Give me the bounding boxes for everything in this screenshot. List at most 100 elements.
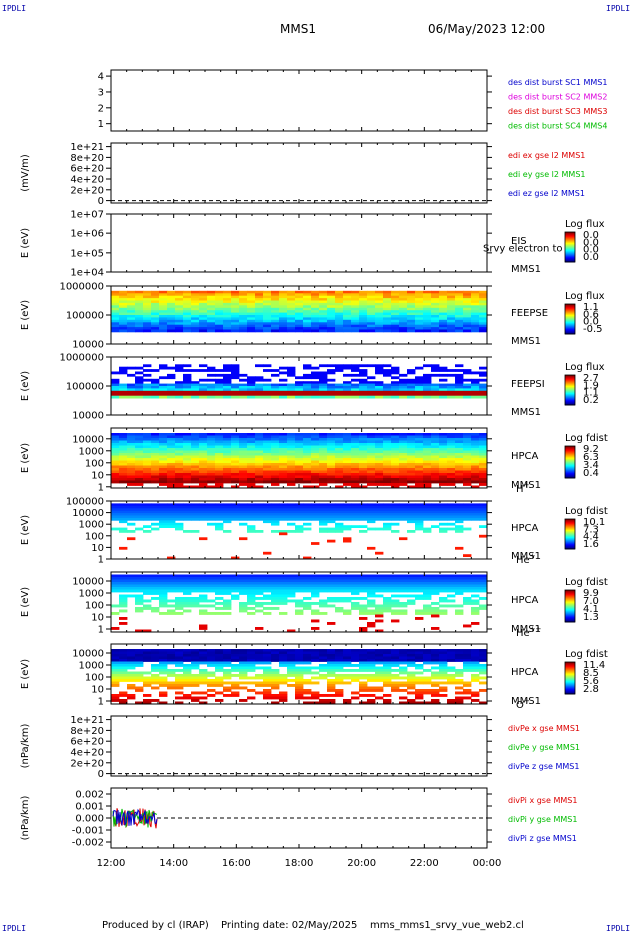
spectrogram-cell-p9 xyxy=(247,696,256,700)
spectrogram-cell-p5 xyxy=(263,364,272,368)
spectrogram-cell-p7 xyxy=(415,508,424,512)
spectrogram-cell-p9 xyxy=(207,661,216,665)
spectrogram-cell-p5 xyxy=(231,371,240,375)
spectrogram-cell-p4 xyxy=(479,305,488,309)
spectrogram-cell-p8 xyxy=(151,592,160,595)
spectrogram-cell-p7 xyxy=(327,539,336,543)
spectrogram-cell-p8 xyxy=(231,584,240,588)
spectrogram-cell-p4 xyxy=(175,310,184,313)
spectrogram-cell-p5 xyxy=(295,383,304,387)
spectrogram-cell-p6 xyxy=(215,433,224,436)
spectrogram-cell-p6 xyxy=(303,478,312,481)
spectrogram-cell-p9 xyxy=(311,656,320,660)
spectrogram-cell-p9 xyxy=(271,696,280,700)
spectrogram-cell-p6 xyxy=(319,465,328,469)
spectrogram-cell-p4 xyxy=(199,322,208,326)
spectrogram-cell-p6 xyxy=(191,448,200,451)
spectrogram-cell-p7 xyxy=(391,510,400,514)
spectrogram-cell-p4 xyxy=(191,307,200,311)
spectrogram-cell-p6 xyxy=(175,465,184,469)
spectrogram-cell-p4 xyxy=(191,315,200,318)
spectrogram-cell-p5 xyxy=(367,381,376,384)
spectrogram-cell-p9 xyxy=(295,686,304,690)
spectrogram-cell-p9 xyxy=(167,671,176,675)
colorbar-cell xyxy=(565,669,575,672)
spectrogram-cell-p6 xyxy=(463,468,472,471)
spectrogram-cell-p4 xyxy=(199,290,208,294)
spectrogram-cell-p5 xyxy=(143,390,152,394)
spectrogram-cell-p6 xyxy=(199,458,208,461)
spectrogram-cell-p8 xyxy=(199,604,208,608)
spectrogram-cell-p8 xyxy=(263,607,272,610)
spectrogram-cell-p4 xyxy=(399,293,408,297)
spectrogram-cell-p5 xyxy=(359,371,368,375)
spectrogram-cell-p5 xyxy=(431,366,440,370)
page-datetime: 06/May/2023 12:00 xyxy=(428,22,546,36)
colorbar-cell xyxy=(565,376,575,378)
spectrogram-cell-p9 xyxy=(143,676,152,680)
spectrogram-cell-p6 xyxy=(263,450,272,454)
colorbar-cell xyxy=(565,330,575,332)
spectrogram-cell-p6 xyxy=(231,480,240,484)
spectrogram-cell-p8 xyxy=(151,584,160,588)
spectrogram-cell-p6 xyxy=(439,450,448,454)
spectrogram-cell-p9 xyxy=(263,651,272,655)
spectrogram-cell-p5 xyxy=(383,364,392,368)
spectrogram-cell-p7 xyxy=(415,505,424,509)
spectrogram-cell-p9 xyxy=(279,691,288,695)
colorbar-cell xyxy=(565,691,575,694)
spectrogram-cell-p6 xyxy=(359,475,368,479)
legend-entry: divPe z gse MMS1 xyxy=(508,762,579,771)
spectrogram-cell-p4 xyxy=(279,324,288,328)
spectrogram-cell-p4 xyxy=(127,305,136,309)
spectrogram-cell-p7 xyxy=(255,515,264,519)
spectrogram-cell-p6 xyxy=(223,460,232,464)
spectrogram-cell-p7 xyxy=(319,522,328,526)
spectrogram-cell-p6 xyxy=(319,458,328,461)
spectrogram-cell-p4 xyxy=(359,317,368,321)
spectrogram-cell-p9 xyxy=(151,659,160,662)
spectrogram-cell-p9 xyxy=(367,699,376,702)
colorbar-cell xyxy=(565,598,575,601)
spectrogram-cell-p7 xyxy=(159,520,168,524)
spectrogram-cell-p5 xyxy=(271,383,280,387)
spectrogram-cell-p8 xyxy=(199,609,208,613)
spectrogram-cell-p7 xyxy=(479,513,488,516)
spectrogram-cell-p9 xyxy=(463,654,472,657)
spectrogram-cell-p6 xyxy=(351,438,360,441)
colorbar-cell xyxy=(565,472,575,475)
spectrogram-cell-p6 xyxy=(271,458,280,461)
spectrogram-cell-p6 xyxy=(335,463,344,466)
colorbar-cell xyxy=(565,260,575,262)
spectrogram-cell-p4 xyxy=(327,298,336,301)
spectrogram-cell-p4 xyxy=(159,317,168,321)
colorbar-cell xyxy=(565,525,575,527)
spectrogram-cell-p4 xyxy=(167,315,176,318)
spectrogram-cell-p6 xyxy=(255,448,264,451)
colorbar-cell xyxy=(565,381,575,383)
spectrogram-cell-p6 xyxy=(215,455,224,459)
spectrogram-cell-p4 xyxy=(327,293,336,297)
spectrogram-cell-p4 xyxy=(447,305,456,309)
spectrogram-cell-p6 xyxy=(295,460,304,464)
spectrogram-cell-p5 xyxy=(423,383,432,387)
colorbar-cell xyxy=(565,603,575,606)
spectrogram-cell-p4 xyxy=(151,312,160,316)
spectrogram-cell-p4 xyxy=(327,300,336,304)
spectrogram-cell-p5 xyxy=(183,378,192,382)
spectrogram-cell-p6 xyxy=(463,438,472,441)
spectrogram-cell-p8 xyxy=(303,582,312,585)
spectrogram-cell-p8 xyxy=(247,584,256,588)
spectrogram-cell-p4 xyxy=(183,317,192,321)
colorbar-cell xyxy=(565,616,575,619)
spectrogram-cell-p5 xyxy=(343,390,352,394)
spectrogram-cell-p9 xyxy=(295,651,304,655)
spectrogram-cell-p8 xyxy=(287,594,296,598)
spectrogram-cell-p6 xyxy=(279,480,288,484)
spectrogram-cell-p6 xyxy=(447,435,456,439)
spectrogram-cell-p9 xyxy=(175,661,184,665)
spectrogram-cell-p7 xyxy=(191,510,200,514)
spectrogram-cell-p5 xyxy=(215,383,224,387)
spectrogram-cell-p4 xyxy=(279,300,288,304)
spectrogram-cell-p6 xyxy=(367,455,376,459)
